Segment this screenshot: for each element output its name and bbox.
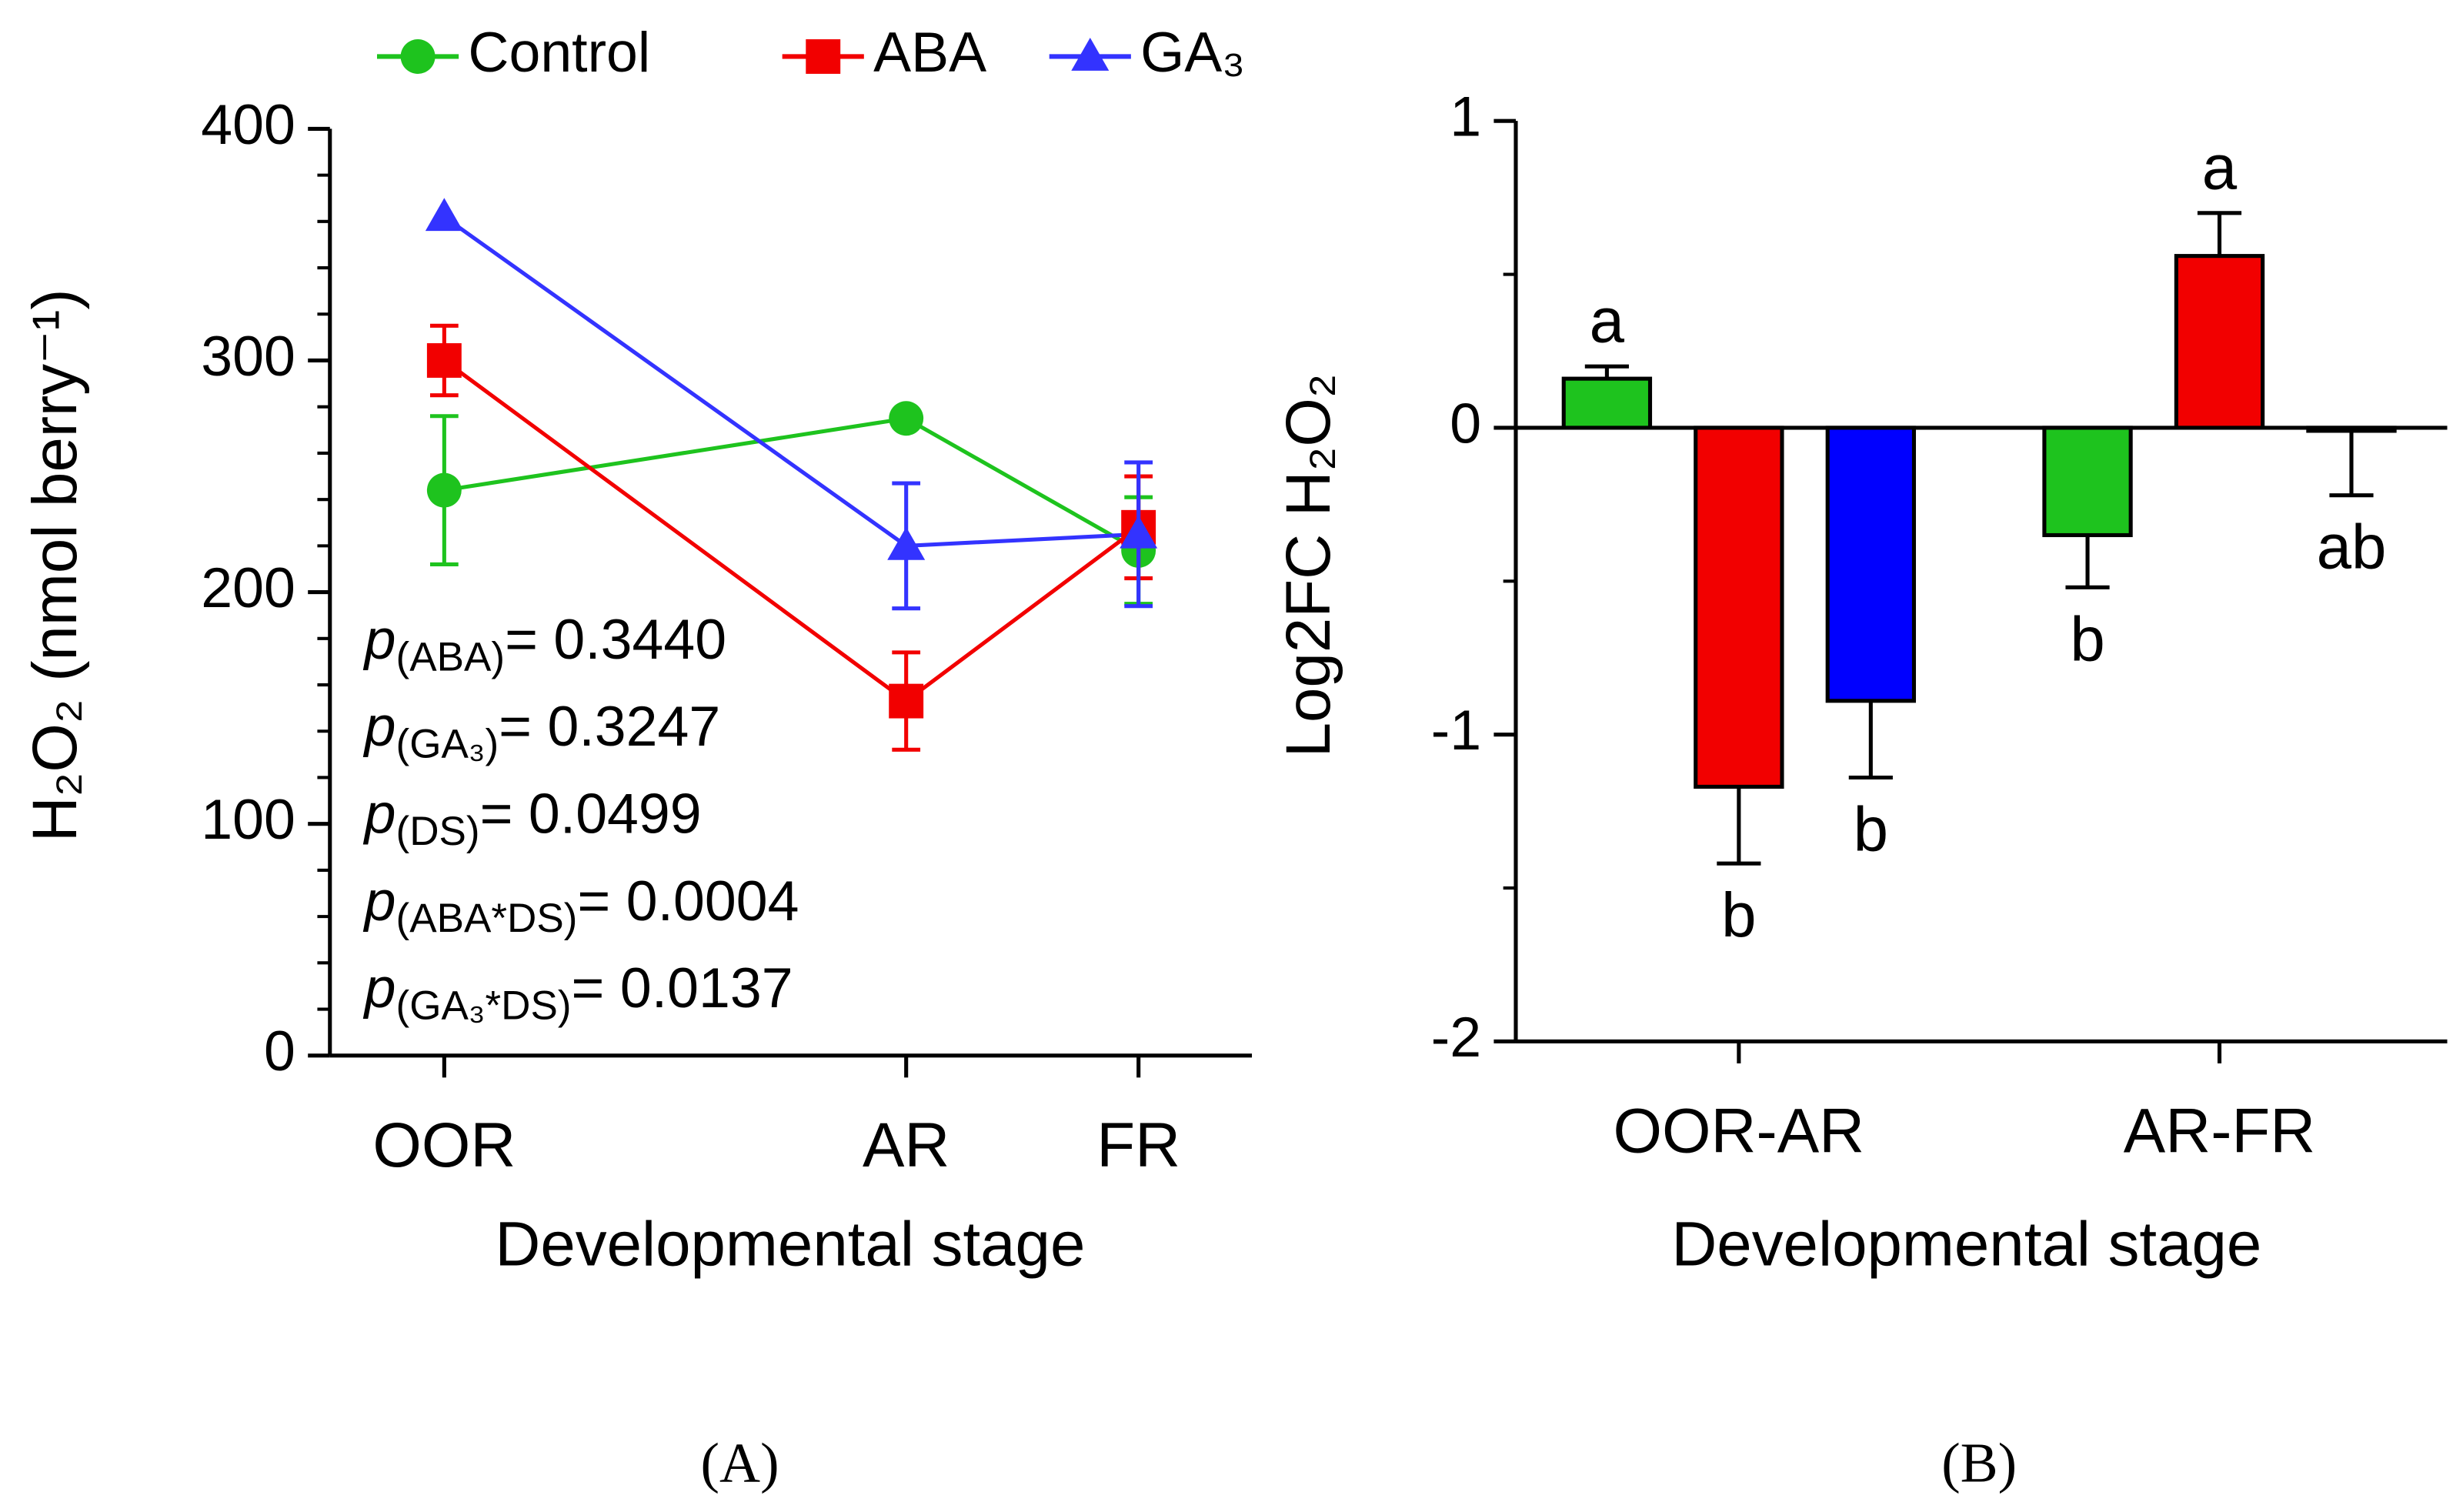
annotation-symbol: p <box>363 695 396 759</box>
x-axis-title: Developmental stage <box>1671 1209 2261 1279</box>
bar <box>2042 426 2133 538</box>
legend-label: Control <box>468 20 650 84</box>
annotation-symbol: p <box>363 869 396 933</box>
marker <box>1120 515 1158 549</box>
annotation: p(ABA)= 0.3440 <box>363 607 726 679</box>
annotation-text: = 0.0004 <box>577 869 799 933</box>
y-tick-label: 1 <box>1450 85 1481 149</box>
y-tick-label: 200 <box>201 556 295 619</box>
bar <box>1825 426 1917 703</box>
annotation: p(GA₃)= 0.3247 <box>363 695 721 767</box>
x-tick-label: OOR <box>372 1110 516 1180</box>
significance-letter: b <box>1854 795 1888 865</box>
bar <box>1561 376 1653 430</box>
marker <box>426 472 462 508</box>
series-line <box>442 215 1139 548</box>
annotation-text: = 0.0499 <box>480 782 702 846</box>
legend-label: GA₃ <box>1140 20 1245 84</box>
bar <box>2174 254 2265 430</box>
x-tick-label: AR <box>863 1110 949 1180</box>
annotation: p(GA₃*DS)= 0.0137 <box>363 956 793 1029</box>
marker <box>887 526 926 560</box>
significance-letter: b <box>1721 880 1756 950</box>
annotation: p(DS)= 0.0499 <box>363 782 702 854</box>
marker <box>426 343 462 378</box>
annotation-subscript: (ABA) <box>396 634 506 679</box>
annotation-subscript: (GA₃) <box>396 722 499 767</box>
y-tick-label: -2 <box>1431 1005 1481 1069</box>
marker <box>425 198 463 232</box>
significance-letter: ab <box>2317 512 2387 582</box>
marker <box>889 683 924 719</box>
y-tick-label: 400 <box>201 92 295 156</box>
x-tick-label: AR-FR <box>2124 1096 2315 1166</box>
panel-label: (B) <box>1941 1432 2017 1494</box>
annotation-text: = 0.3440 <box>505 607 726 671</box>
annotation-symbol: p <box>363 956 396 1020</box>
y-axis-title: H₂O₂ (nmol berry⁻¹) <box>20 289 90 842</box>
y-tick-label: 0 <box>264 1019 295 1083</box>
marker <box>889 401 924 436</box>
annotation-symbol: p <box>363 607 396 671</box>
y-tick-label: 300 <box>201 324 295 388</box>
marker <box>400 39 436 74</box>
x-tick-label: FR <box>1096 1110 1180 1180</box>
y-tick-label: 0 <box>1450 391 1481 455</box>
significance-letter: a <box>1590 286 1625 356</box>
annotation-symbol: p <box>363 782 396 846</box>
annotation-subscript: (ABA*DS) <box>396 896 578 941</box>
annotation-text: = 0.3247 <box>499 695 720 759</box>
y-axis-title: Log2FC H₂O₂ <box>1273 373 1343 757</box>
annotation-text: = 0.0137 <box>572 956 793 1020</box>
significance-letter: a <box>2202 132 2238 202</box>
significance-letter: b <box>2070 604 2104 674</box>
x-axis-title: Developmental stage <box>495 1209 1085 1279</box>
annotation: p(ABA*DS)= 0.0004 <box>363 869 799 941</box>
marker <box>806 39 841 74</box>
legend-label: ABA <box>873 20 986 84</box>
annotation-subscript: (DS) <box>396 809 480 854</box>
bar <box>2306 426 2397 433</box>
panel-label: (A) <box>701 1432 779 1494</box>
y-tick-label: 100 <box>201 787 295 851</box>
y-tick-label: -1 <box>1431 698 1481 762</box>
x-tick-label: OOR-AR <box>1614 1096 1865 1166</box>
bar <box>1694 426 1784 789</box>
marker <box>1071 37 1110 71</box>
annotation-subscript: (GA₃*DS) <box>396 983 572 1029</box>
